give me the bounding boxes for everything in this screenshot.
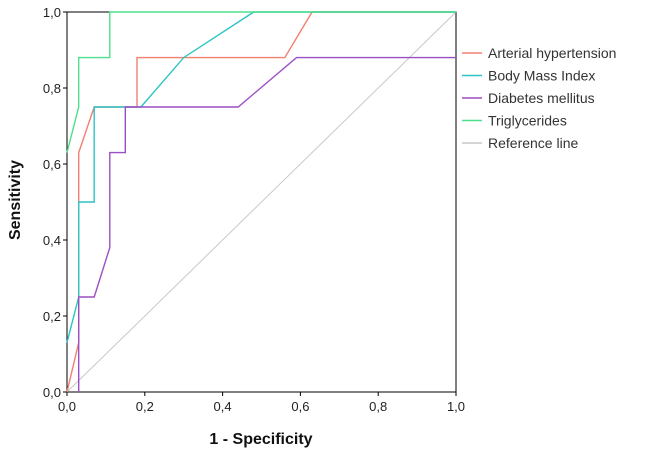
legend-label: Triglycerides xyxy=(488,113,567,129)
x-tick-label: 1,0 xyxy=(447,399,465,414)
y-tick-label: 1,0 xyxy=(43,5,61,20)
x-tick-label: 0,8 xyxy=(369,399,387,414)
y-tick-label: 0,0 xyxy=(43,385,61,400)
legend-label: Reference line xyxy=(488,135,578,151)
legend-label: Body Mass Index xyxy=(488,68,595,84)
legend-label: Arterial hypertension xyxy=(488,45,616,61)
series-line-diabetes-mellitus xyxy=(77,56,456,392)
y-axis-title: Sensitivity xyxy=(7,160,24,240)
y-tick-label: 0,2 xyxy=(43,309,61,324)
plot-area xyxy=(66,11,457,393)
y-tick-label: 0,4 xyxy=(43,233,61,248)
series-line-reference-line xyxy=(66,11,457,393)
x-tick-label: 0,4 xyxy=(214,399,232,414)
x-tick-label: 0,6 xyxy=(291,399,309,414)
y-tick-label: 0,8 xyxy=(43,81,61,96)
series-line-body-mass-index xyxy=(66,11,456,343)
x-tick-label: 0,2 xyxy=(136,399,154,414)
legend-label: Diabetes mellitus xyxy=(488,90,595,106)
x-tick-label: 0,0 xyxy=(58,399,76,414)
x-axis-title: 1 - Specificity xyxy=(209,431,312,448)
y-tick-label: 0,6 xyxy=(43,157,61,172)
legend: Arterial hypertension Body Mass Index Diab… xyxy=(462,45,616,151)
axes: 0,0 0,2 0,4 0,6 0,8 1,0 0,0 0,2 0,4 0,6 0,8 1,0 xyxy=(43,5,465,414)
series-line-triglycerides xyxy=(66,11,456,153)
